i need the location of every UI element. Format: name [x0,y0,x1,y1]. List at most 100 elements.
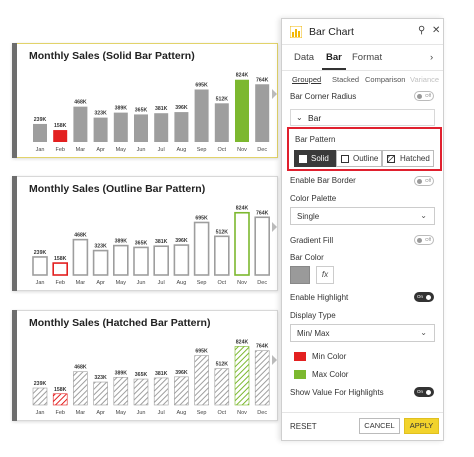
tab-bar[interactable]: Bar [326,52,342,63]
gradient-fill-toggle[interactable]: Off [414,235,434,245]
pattern-solid-label: Solid [311,154,329,163]
tab-format[interactable]: Format [352,52,383,63]
apply-button[interactable]: APPLY [404,418,439,434]
bar-apr [92,249,109,276]
format-panel: Bar Chart ⚲ ✕ Data Bar Format › Grouped … [281,18,444,441]
chart-card-solid[interactable]: Monthly Sales (Solid Bar Pattern) 239K Ja… [12,43,278,158]
x-tick-label: Dec [257,280,267,286]
x-tick-label: Jun [137,410,146,416]
bar-jul [153,377,169,406]
data-label: 158K [54,123,67,129]
x-tick-label: Mar [76,410,86,416]
enable-highlight-toggle[interactable]: On [414,292,434,302]
bar-dec [255,84,270,142]
card-edge [12,310,17,421]
data-label: 824K [236,73,249,79]
scroll-right-icon[interactable] [272,354,277,365]
data-label: 389K [115,106,128,112]
color-palette-select[interactable]: Single ⌄ [290,207,435,225]
chevron-down-icon: ⌄ [420,211,427,220]
min-color-swatch[interactable] [294,352,306,361]
scroll-right-icon[interactable] [272,222,277,233]
card-edge [12,176,17,291]
bar-apr [93,117,108,142]
bar-color-swatch[interactable] [290,266,310,284]
data-label: 512K [216,229,229,235]
hatched-square-icon [387,155,395,163]
chart-title: Monthly Sales (Outline Bar Pattern) [29,183,206,195]
show-value-highlights-toggle[interactable]: On [414,387,434,397]
data-label: 239K [34,250,47,256]
fx-button[interactable]: fx [316,266,334,284]
display-type-select[interactable]: Min/ Max ⌄ [290,324,435,342]
enable-highlight-label: Enable Highlight [290,293,349,302]
subtab-stacked[interactable]: Stacked [332,75,360,84]
bar-mar [72,238,89,276]
x-tick-label: Feb [55,410,64,416]
subtab-variance[interactable]: Variance [410,75,440,84]
subtab-comparison[interactable]: Comparison [365,75,406,84]
data-label: 824K [236,339,249,345]
enable-bar-border-toggle[interactable]: Off [414,176,434,186]
reset-button[interactable]: RESET [290,422,317,431]
panel-tabs: Data Bar Format › [282,49,443,71]
toggle-state: Off [425,93,431,98]
x-tick-label: Jul [158,410,165,416]
x-tick-label: Nov [237,410,247,416]
min-color-label: Min Color [312,352,347,361]
pattern-hatched-button[interactable]: Hatched [382,150,434,167]
x-tick-label: Aug [177,280,187,286]
bar-sep [194,89,209,142]
bar-nov [234,346,250,406]
data-label: 468K [74,365,87,371]
data-label: 512K [216,362,229,368]
pattern-outline-button[interactable]: Outline [336,150,382,167]
close-icon[interactable]: ✕ [432,25,441,36]
panel-header: Bar Chart ⚲ ✕ [282,19,443,45]
scroll-right-icon[interactable] [272,89,277,100]
cancel-button[interactable]: CANCEL [359,418,400,434]
bar-oct [214,103,229,142]
tab-data[interactable]: Data [294,52,315,63]
toggle-state: On [417,389,424,394]
bar-jan [32,387,48,406]
x-tick-label: Nov [237,280,247,286]
max-color-label: Max Color [312,370,349,379]
bar-apr [93,381,108,406]
bar-corner-radius-toggle[interactable]: Off [414,91,434,101]
chevron-right-icon[interactable]: › [430,52,434,63]
toggle-state: Off [425,237,431,242]
x-tick-label: Dec [257,410,267,416]
x-tick-label: Jun [137,147,146,153]
x-tick-label: May [116,410,127,416]
bar-pattern-highlight: Bar Pattern Solid Outline Hatched [287,127,442,171]
bar-corner-radius-label: Bar Corner Radius [290,92,357,101]
bar-aug [174,112,189,142]
data-label: 381K [155,106,168,112]
bar-chart-solid: 239K Jan 158K Feb 468K Mar 323K Apr 389K May 365K J… [33,73,270,153]
data-label: 158K [54,256,67,262]
x-tick-label: Jan [36,410,45,416]
x-tick-label: Mar [76,280,86,286]
color-palette-label: Color Palette [290,194,337,203]
max-color-swatch[interactable] [294,370,306,379]
search-icon[interactable]: ⚲ [418,25,426,36]
bar-may [113,377,129,406]
bar-oct [214,368,230,406]
bar-nov [235,79,249,142]
color-palette-value: Single [297,212,320,221]
chart-card-outline[interactable]: Monthly Sales (Outline Bar Pattern) 239K… [12,176,278,291]
section-label: Bar [308,113,322,123]
toggle-state: On [417,294,424,299]
bar-jan [32,256,48,276]
bar-feb [52,262,69,276]
bar-jul [153,245,169,276]
x-tick-label: Nov [237,147,247,153]
subtab-grouped[interactable]: Grouped [292,75,322,84]
pattern-hatched-label: Hatched [400,154,430,163]
pattern-solid-button[interactable]: Solid [294,150,336,167]
chart-card-hatched[interactable]: Monthly Sales (Hatched Bar Pattern) 239K… [12,310,278,421]
toggle-state: Off [425,178,431,183]
bar-section-header[interactable]: ⌄ Bar [290,109,435,126]
data-label: 381K [155,371,168,377]
